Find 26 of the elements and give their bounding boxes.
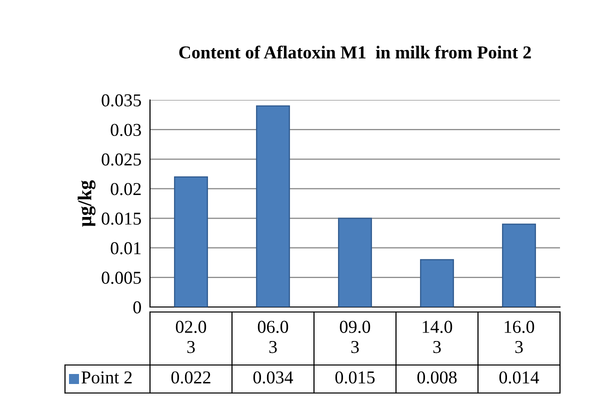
y-tick-label: 0.015: [102, 212, 141, 225]
bar: [420, 259, 454, 307]
y-tick-label: 0.01: [110, 242, 141, 254]
x-tick-label: 14.03: [422, 320, 452, 354]
data-label: 0.015: [335, 371, 375, 384]
y-tick-label: 0.025: [102, 153, 141, 166]
data-label: 0.034: [253, 371, 294, 384]
data-label: 0.022: [171, 371, 210, 384]
data-label: 0.014: [499, 371, 540, 384]
bar: [256, 105, 290, 307]
x-tick-label: 09.03: [340, 320, 370, 354]
bar: [338, 218, 372, 307]
y-axis-title: µg/kg: [78, 180, 96, 227]
y-tick-label: 0.005: [102, 272, 141, 284]
legend-label: Point 2: [82, 371, 132, 384]
data-label: 0.008: [417, 371, 457, 384]
bar: [502, 224, 536, 307]
x-tick-label: 02.03: [176, 320, 206, 354]
y-tick-label: 0.03: [110, 124, 141, 136]
x-tick-label: 06.03: [258, 320, 288, 354]
y-tick-label: 0: [133, 301, 141, 314]
y-tick-label: 0.02: [110, 182, 141, 196]
x-tick-label: 16.03: [504, 320, 534, 354]
bar: [174, 176, 208, 307]
chart-title: Content of Aflatoxin M1 in milk from Point 2: [179, 46, 531, 59]
y-tick-label: 0.035: [102, 94, 141, 107]
